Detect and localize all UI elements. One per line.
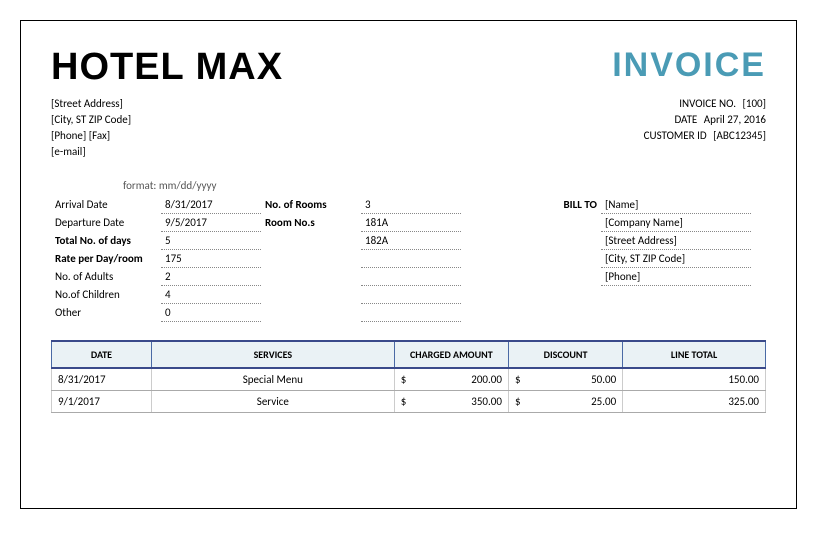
total-days-label: Total No. of days [51, 232, 161, 250]
th-date: DATE [52, 341, 152, 368]
other-value: 0 [161, 304, 261, 322]
room-no-blank4 [361, 304, 461, 322]
cell-discount: $50.00 [508, 368, 622, 391]
adults-value: 2 [161, 268, 261, 286]
billto-city: [City, ST ZIP Code] [601, 250, 751, 268]
other-label: Other [51, 304, 161, 322]
stay-details-grid: Arrival Date 8/31/2017 No. of Rooms 3 BI… [51, 196, 766, 322]
cell-total: 150.00 [623, 368, 766, 391]
table-row: 9/1/2017 Service $350.00 $25.00 325.00 [52, 391, 766, 413]
th-discount: DISCOUNT [508, 341, 622, 368]
currency-symbol: $ [401, 373, 407, 386]
cell-discount: $25.00 [508, 391, 622, 413]
cell-total: 325.00 [623, 391, 766, 413]
room-no-blank3 [361, 286, 461, 304]
format-note: format: mm/dd/yyyy [123, 179, 766, 192]
arrival-label: Arrival Date [51, 196, 161, 214]
invoice-no-value: [100] [743, 97, 766, 110]
rate-value: 175 [161, 250, 261, 268]
sender-address: [Street Address] [City, ST ZIP Code] [Ph… [51, 97, 131, 161]
billto-company: [Company Name] [601, 214, 751, 232]
invoice-no-label: INVOICE NO. [679, 97, 736, 110]
billto-name: [Name] [601, 196, 751, 214]
header-row: HOTEL MAX INVOICE [51, 46, 766, 89]
arrival-value: 8/31/2017 [161, 196, 261, 214]
invoice-title: INVOICE [612, 46, 766, 85]
customer-id-value: [ABC12345] [713, 129, 766, 142]
cell-amount: $200.00 [394, 368, 508, 391]
sender-street: [Street Address] [51, 97, 131, 110]
billto-label: BILL TO [521, 196, 601, 214]
departure-value: 9/5/2017 [161, 214, 261, 232]
cell-service: Special Menu [151, 368, 394, 391]
children-value: 4 [161, 286, 261, 304]
table-row: 8/31/2017 Special Menu $200.00 $50.00 15… [52, 368, 766, 391]
room-no-2: 182A [361, 232, 461, 250]
customer-id-label: CUSTOMER ID [644, 129, 707, 142]
rate-label: Rate per Day/room [51, 250, 161, 268]
billto-phone: [Phone] [601, 268, 751, 286]
amount-value: 200.00 [471, 373, 502, 386]
departure-label: Departure Date [51, 214, 161, 232]
th-charged: CHARGED AMOUNT [394, 341, 508, 368]
currency-symbol: $ [515, 395, 521, 408]
sender-phonefax: [Phone] [Fax] [51, 129, 131, 142]
table-header-row: DATE SERVICES CHARGED AMOUNT DISCOUNT LI… [52, 341, 766, 368]
total-days-value: 5 [161, 232, 261, 250]
sender-city: [City, ST ZIP Code] [51, 113, 131, 126]
amount-value: 350.00 [471, 395, 502, 408]
cell-date: 8/31/2017 [52, 368, 152, 391]
th-services: SERVICES [151, 341, 394, 368]
children-label: No.of Children [51, 286, 161, 304]
th-line-total: LINE TOTAL [623, 341, 766, 368]
line-items-table: DATE SERVICES CHARGED AMOUNT DISCOUNT LI… [51, 340, 766, 413]
rooms-value: 3 [361, 196, 461, 214]
cell-date: 9/1/2017 [52, 391, 152, 413]
billto-street: [Street Address] [601, 232, 751, 250]
sender-email: [e-mail] [51, 145, 131, 158]
cell-amount: $350.00 [394, 391, 508, 413]
invoice-meta: INVOICE NO. [100] DATE April 27, 2016 CU… [644, 97, 766, 161]
room-nos-label: Room No.s [261, 214, 361, 232]
cell-service: Service [151, 391, 394, 413]
invoice-page: HOTEL MAX INVOICE [Street Address] [City… [20, 20, 797, 509]
invoice-date-label: DATE [674, 113, 697, 126]
discount-value: 50.00 [591, 373, 616, 386]
currency-symbol: $ [401, 395, 407, 408]
rooms-label: No. of Rooms [261, 196, 361, 214]
hotel-name: HOTEL MAX [51, 46, 283, 89]
info-row: [Street Address] [City, ST ZIP Code] [Ph… [51, 97, 766, 161]
room-no-blank2 [361, 268, 461, 286]
adults-label: No. of Adults [51, 268, 161, 286]
invoice-date-value: April 27, 2016 [704, 113, 766, 126]
room-no-blank1 [361, 250, 461, 268]
currency-symbol: $ [515, 373, 521, 386]
room-no-1: 181A [361, 214, 461, 232]
discount-value: 25.00 [591, 395, 616, 408]
